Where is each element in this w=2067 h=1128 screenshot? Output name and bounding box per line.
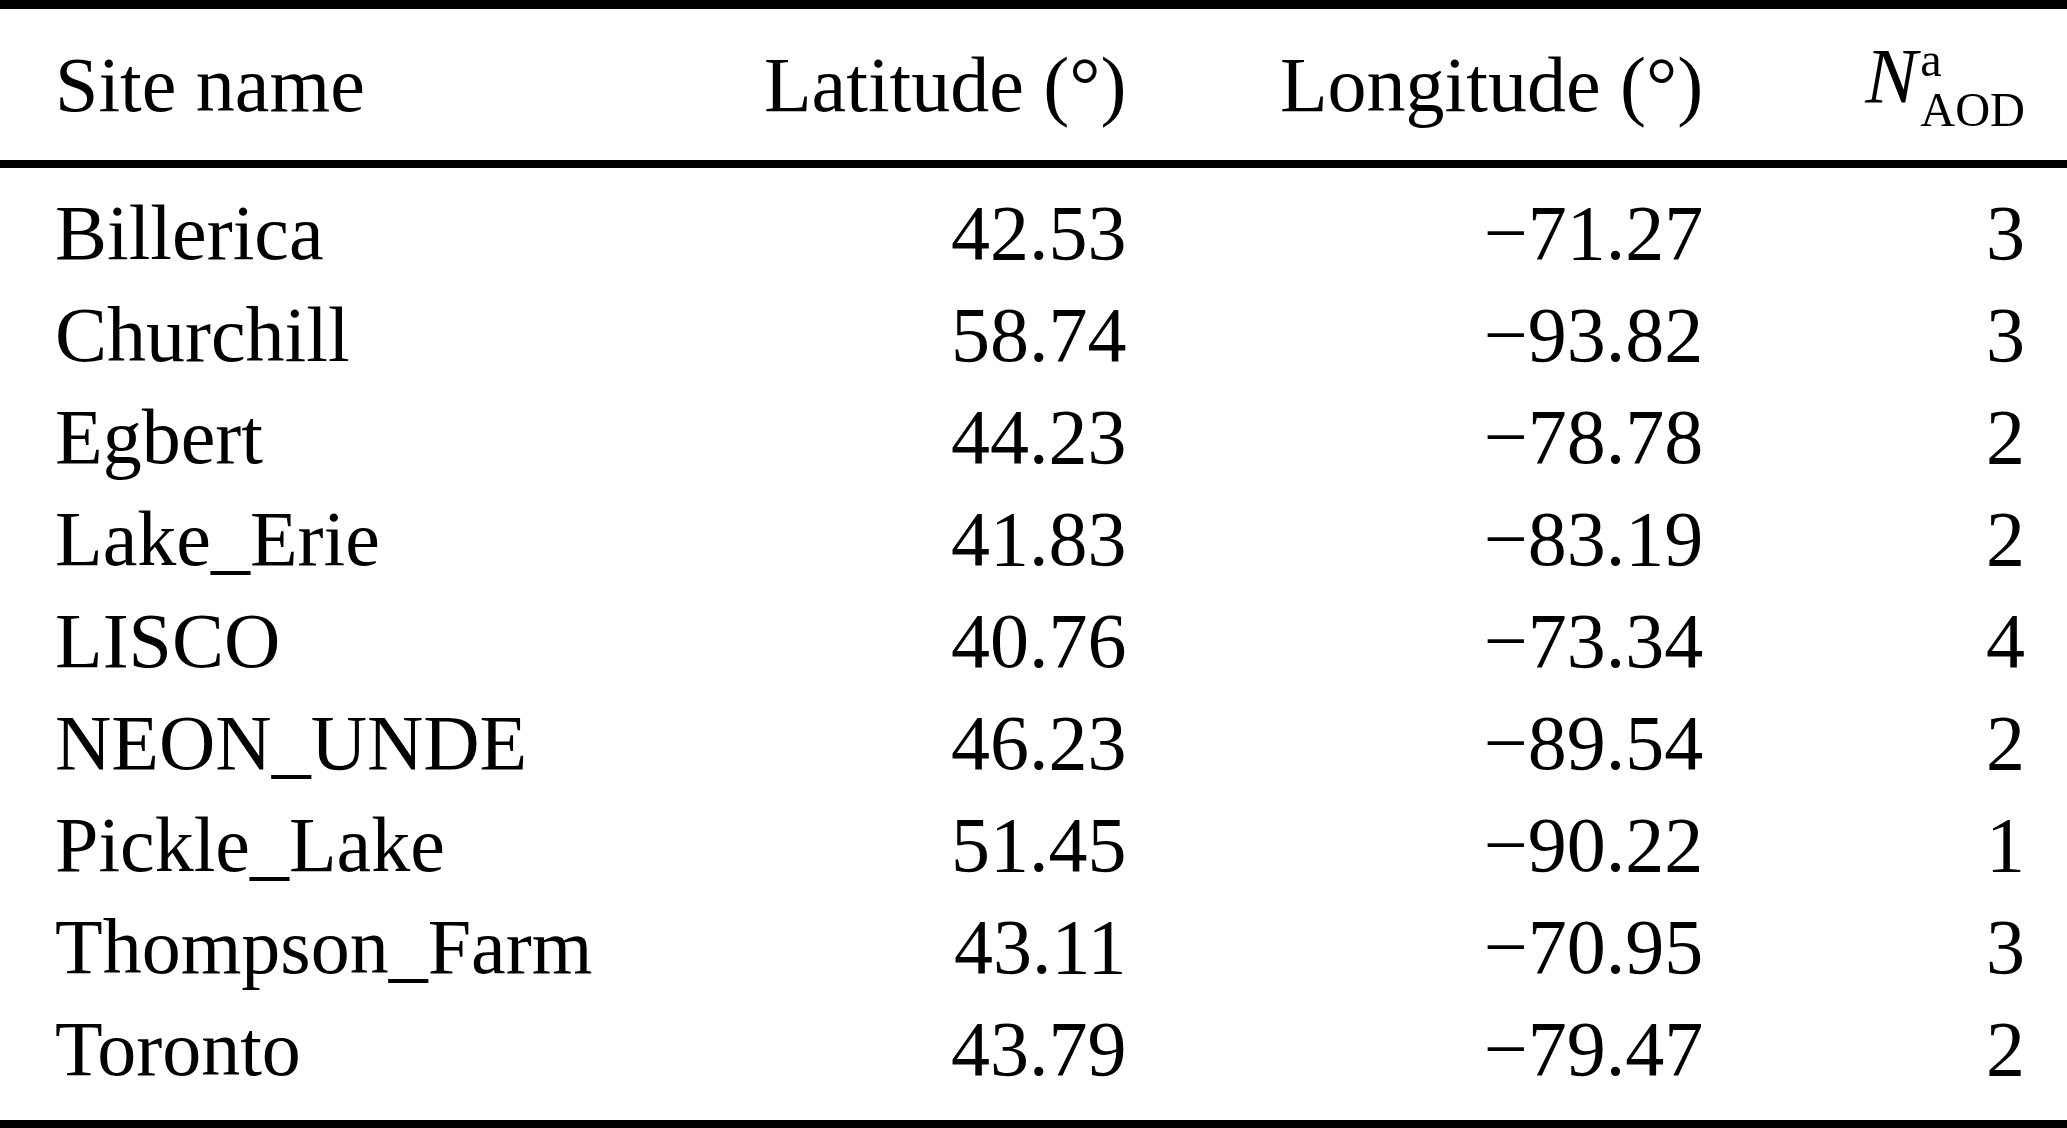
table-row: Billerica 42.53 −71.27 3 bbox=[0, 164, 2067, 284]
latitude-cell: 46.23 bbox=[744, 692, 1126, 794]
naod-cell: 1 bbox=[1703, 794, 2067, 896]
latitude-cell: 40.76 bbox=[744, 590, 1126, 692]
table-row: Churchill 58.74 −93.82 3 bbox=[0, 284, 2067, 386]
site-cell: NEON_UNDE bbox=[0, 692, 744, 794]
table-row: NEON_UNDE 46.23 −89.54 2 bbox=[0, 692, 2067, 794]
table-row: LISCO 40.76 −73.34 4 bbox=[0, 590, 2067, 692]
longitude-cell: −89.54 bbox=[1127, 692, 1704, 794]
longitude-cell: −73.34 bbox=[1127, 590, 1704, 692]
column-header-latitude: Latitude (°) bbox=[744, 5, 1126, 165]
naod-subscript: AOD bbox=[1920, 85, 2025, 134]
naod-cell: 3 bbox=[1703, 164, 2067, 284]
table-header: Site name Latitude (°) Longitude (°) NaA… bbox=[0, 5, 2067, 165]
column-header-site-name: Site name bbox=[0, 5, 744, 165]
latitude-cell: 42.53 bbox=[744, 164, 1126, 284]
latitude-cell: 43.11 bbox=[744, 896, 1126, 998]
table-row: Pickle_Lake 51.45 −90.22 1 bbox=[0, 794, 2067, 896]
naod-symbol: N bbox=[1865, 32, 1917, 119]
column-header-naod: NaAOD bbox=[1703, 5, 2067, 165]
longitude-cell: −71.27 bbox=[1127, 164, 1704, 284]
latitude-cell: 44.23 bbox=[744, 386, 1126, 488]
naod-cell: 3 bbox=[1703, 284, 2067, 386]
naod-cell: 2 bbox=[1703, 386, 2067, 488]
site-cell: Toronto bbox=[0, 998, 744, 1125]
table-body: Billerica 42.53 −71.27 3 Churchill 58.74… bbox=[0, 164, 2067, 1125]
site-cell: Billerica bbox=[0, 164, 744, 284]
naod-cell: 4 bbox=[1703, 590, 2067, 692]
column-header-longitude: Longitude (°) bbox=[1127, 5, 1704, 165]
site-cell: Thompson_Farm bbox=[0, 896, 744, 998]
latitude-cell: 58.74 bbox=[744, 284, 1126, 386]
latitude-cell: 41.83 bbox=[744, 488, 1126, 590]
latitude-cell: 43.79 bbox=[744, 998, 1126, 1125]
naod-cell: 3 bbox=[1703, 896, 2067, 998]
table-row: Lake_Erie 41.83 −83.19 2 bbox=[0, 488, 2067, 590]
naod-cell: 2 bbox=[1703, 998, 2067, 1125]
site-cell: Pickle_Lake bbox=[0, 794, 744, 896]
naod-supsub: aAOD bbox=[1920, 35, 2025, 134]
longitude-cell: −70.95 bbox=[1127, 896, 1704, 998]
site-cell: Churchill bbox=[0, 284, 744, 386]
table-row: Thompson_Farm 43.11 −70.95 3 bbox=[0, 896, 2067, 998]
site-cell: Lake_Erie bbox=[0, 488, 744, 590]
table-row: Toronto 43.79 −79.47 2 bbox=[0, 998, 2067, 1125]
naod-cell: 2 bbox=[1703, 488, 2067, 590]
site-cell: LISCO bbox=[0, 590, 744, 692]
header-row: Site name Latitude (°) Longitude (°) NaA… bbox=[0, 5, 2067, 165]
site-cell: Egbert bbox=[0, 386, 744, 488]
naod-superscript: a bbox=[1920, 35, 1941, 84]
longitude-cell: −93.82 bbox=[1127, 284, 1704, 386]
sites-table: Site name Latitude (°) Longitude (°) NaA… bbox=[0, 0, 2067, 1128]
longitude-cell: −79.47 bbox=[1127, 998, 1704, 1125]
longitude-cell: −78.78 bbox=[1127, 386, 1704, 488]
naod-cell: 2 bbox=[1703, 692, 2067, 794]
table-row: Egbert 44.23 −78.78 2 bbox=[0, 386, 2067, 488]
latitude-cell: 51.45 bbox=[744, 794, 1126, 896]
longitude-cell: −83.19 bbox=[1127, 488, 1704, 590]
longitude-cell: −90.22 bbox=[1127, 794, 1704, 896]
